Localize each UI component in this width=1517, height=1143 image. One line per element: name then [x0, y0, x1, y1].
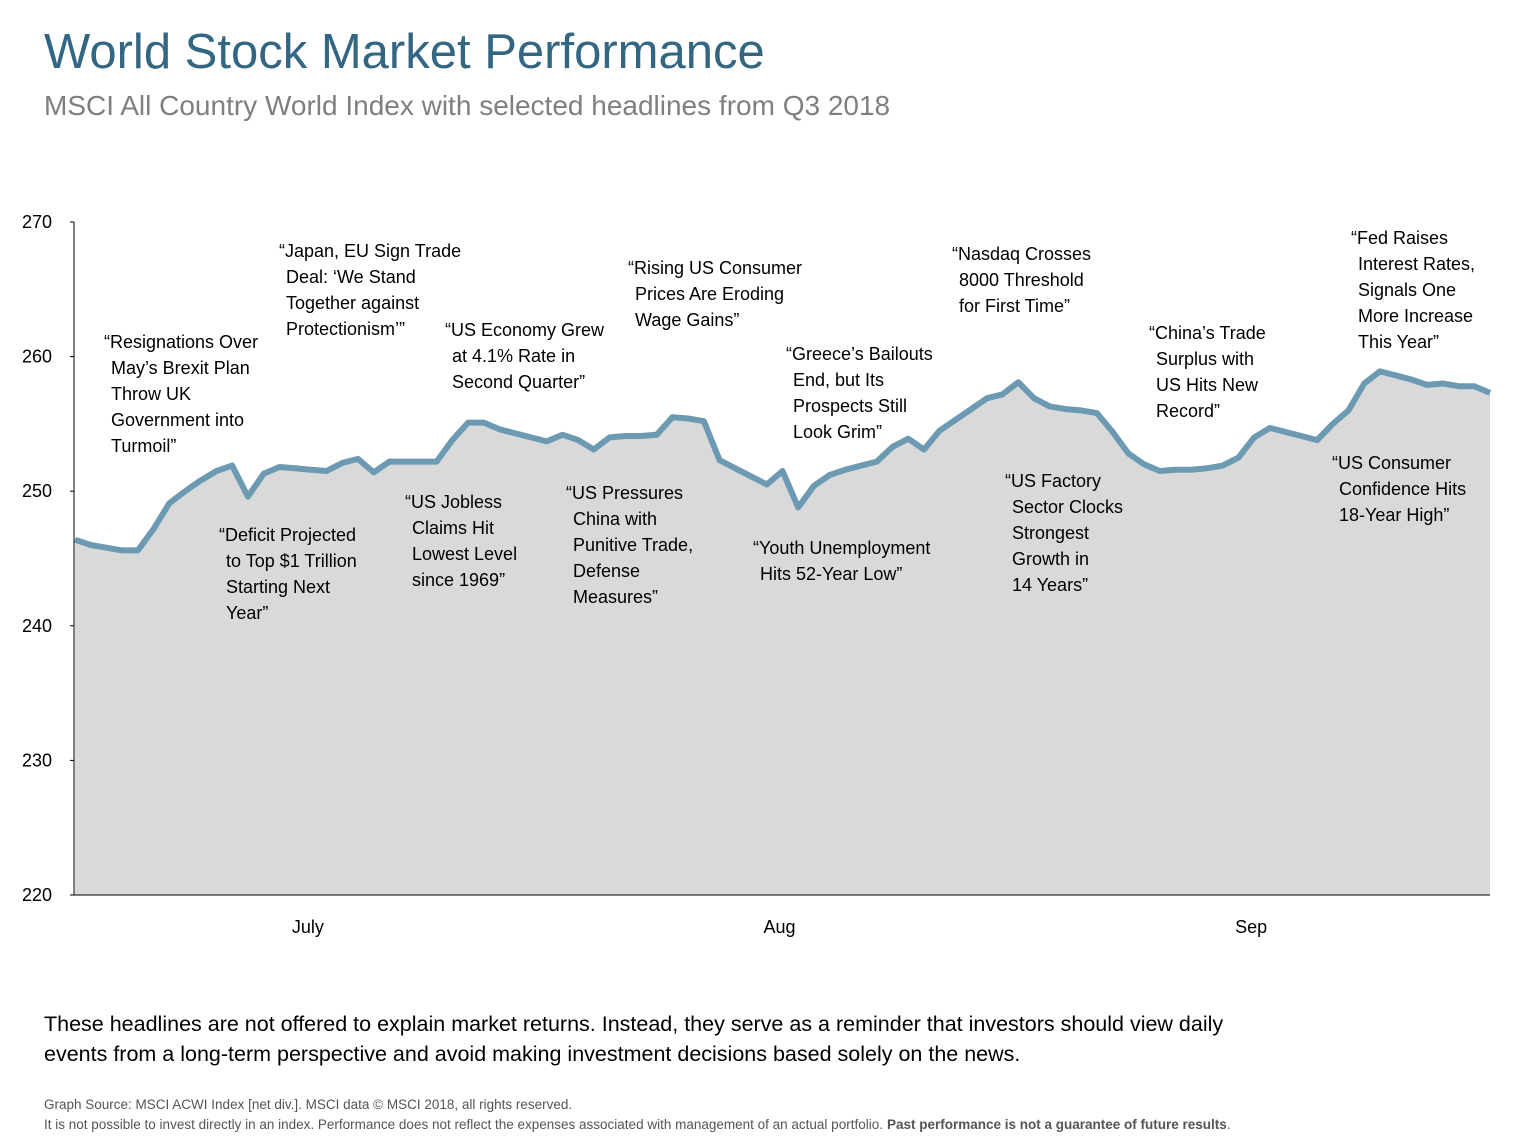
headline-line: Defense [573, 561, 640, 581]
headline-line: Protectionism’” [286, 319, 405, 339]
area [75, 371, 1490, 895]
headline-line: Signals One [1358, 280, 1456, 300]
headline-line: “US Pressures [566, 483, 683, 503]
source: Graph Source: MSCI ACWI Index [net div.]… [44, 1097, 572, 1112]
headline-line: Wage Gains” [635, 310, 739, 330]
headline: “US Jobless Claims Hit Lowest Level since 1… [405, 492, 517, 590]
headline: “Resignations Over May’s Brexit Plan Throw… [104, 332, 258, 456]
headline-line: Together against [286, 293, 419, 313]
headline: “Youth Unemployment Hits 52-Year Low” [753, 538, 930, 584]
chart-title: World Stock Market Performance [44, 25, 765, 79]
headline-line: Sector Clocks [1012, 497, 1123, 517]
headline-line: Year” [226, 603, 268, 623]
headline-line: at 4.1% Rate in [452, 346, 575, 366]
line [74, 368, 1492, 554]
headline-line: Lowest Level [412, 544, 517, 564]
x-tick-label: July [292, 917, 324, 937]
headline-line: “Youth Unemployment [753, 538, 930, 558]
headline-line: 8000 Threshold [959, 270, 1084, 290]
headline-line: May’s Brexit Plan [111, 358, 250, 378]
footnote: events from a long-term perspective and … [44, 1042, 1020, 1066]
headline-line: “Greece’s Bailouts [786, 344, 933, 364]
headline-line: Punitive Trade, [573, 535, 693, 555]
headline-line: Confidence Hits [1339, 479, 1466, 499]
headline-line: “US Factory [1005, 471, 1101, 491]
x-tick-label: Sep [1235, 917, 1267, 937]
headline-line: Turmoil” [111, 436, 176, 456]
headline-line: to Top $1 Trillion [226, 551, 357, 571]
headline: “US Consumer Confidence Hits 18-Year High” [1332, 453, 1466, 525]
y-tick-label: 240 [22, 616, 52, 636]
headline-line: More Increase [1358, 306, 1473, 326]
headline-line: Throw UK [111, 384, 191, 404]
headline-line: This Year” [1358, 332, 1439, 352]
headline-line: “US Economy Grew [445, 320, 605, 340]
y-tick-label: 250 [22, 481, 52, 501]
headline-line: Growth in [1012, 549, 1089, 569]
headline-line: End, but Its [793, 370, 884, 390]
headline: “US Economy Grew at 4.1% Rate in Second Qu… [445, 320, 605, 392]
headline-line: Claims Hit [412, 518, 494, 538]
headline-line: Record” [1156, 401, 1220, 421]
headline-line: “China’s Trade [1149, 323, 1266, 343]
headline-line: Measures” [573, 587, 658, 607]
disclaimer-text: It is not possible to invest directly in… [44, 1117, 883, 1132]
headline-line: Second Quarter” [452, 372, 585, 392]
headline: “China’s Trade Surplus with US Hits New Rec… [1149, 323, 1266, 421]
headline-line: China with [573, 509, 657, 529]
headline: “US Factory Sector Clocks Strongest Growth … [1005, 471, 1123, 595]
headline-line: Look Grim” [793, 422, 882, 442]
headline-line: Starting Next [226, 577, 330, 597]
headline-line: 18-Year High” [1339, 505, 1449, 525]
headline-line: “US Jobless [405, 492, 502, 512]
headline-line: “Deficit Projected [219, 525, 356, 545]
headline-line: Strongest [1012, 523, 1089, 543]
headline-line: Interest Rates, [1358, 254, 1475, 274]
headline-line: 14 Years” [1012, 575, 1088, 595]
disclaimer: It is not possible to invest directly in… [44, 1117, 1231, 1132]
headline-line: Government into [111, 410, 244, 430]
headline: “Nasdaq Crosses 8000 Threshold for First T… [952, 244, 1091, 316]
headline-line: Hits 52-Year Low” [760, 564, 902, 584]
x-tick-label: Aug [763, 917, 795, 937]
disclaimer-end: . [1227, 1117, 1231, 1132]
headline-line: “Fed Raises [1351, 228, 1448, 248]
headline-line: Surplus with [1156, 349, 1254, 369]
disclaimer-bold: Past performance is not a guarantee of f… [887, 1117, 1227, 1132]
y-tick-label: 230 [22, 750, 52, 770]
headline: “Fed Raises Interest Rates, Signals One Mor… [1351, 228, 1475, 352]
headline: “Greece’s Bailouts End, but Its Prospects … [786, 344, 933, 442]
headline: “Deficit Projected to Top $1 Trillion Star… [219, 525, 357, 623]
headline-line: US Hits New [1156, 375, 1259, 395]
headline: “US Pressures China with Punitive Trade, De… [566, 483, 693, 607]
headline-line: “Resignations Over [104, 332, 258, 352]
headline-line: “Nasdaq Crosses [952, 244, 1091, 264]
headline: “Rising US Consumer Prices Are Eroding Wag… [628, 258, 802, 330]
headline-line: “Japan, EU Sign Trade [279, 241, 461, 261]
headline-line: for First Time” [959, 296, 1070, 316]
y-tick-label: 220 [22, 885, 52, 905]
headline-line: Deal: ‘We Stand [286, 267, 416, 287]
y-tick-label: 270 [22, 212, 52, 232]
headline: “Japan, EU Sign Trade Deal: ‘We Stand Toge… [279, 241, 461, 339]
headline-line: Prices Are Eroding [635, 284, 784, 304]
y-tick-label: 260 [22, 347, 52, 367]
headline-line: since 1969” [412, 570, 505, 590]
footnote: These headlines are not offered to expla… [44, 1012, 1223, 1036]
headline-line: “US Consumer [1332, 453, 1451, 473]
headline-line: “Rising US Consumer [628, 258, 802, 278]
headline-line: Prospects Still [793, 396, 907, 416]
chart-subtitle: MSCI All Country World Index with select… [44, 90, 890, 121]
